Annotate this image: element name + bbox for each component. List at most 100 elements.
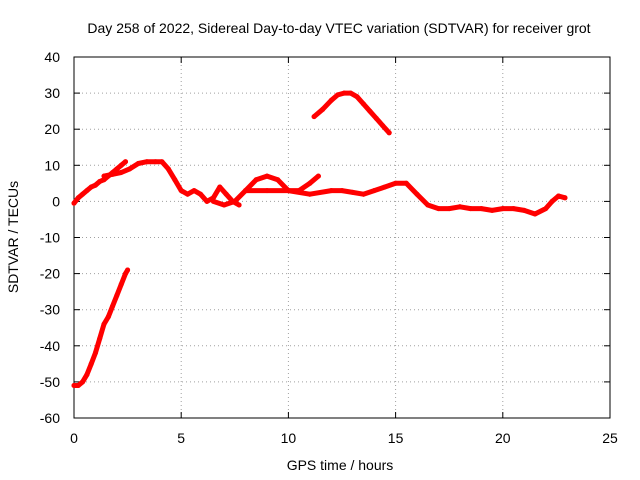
data-point: [123, 159, 128, 165]
data-point: [118, 281, 124, 287]
data-point: [264, 173, 270, 179]
data-point: [71, 383, 77, 388]
data-point: [521, 207, 527, 213]
series-line-arc-afternoon: [243, 180, 568, 217]
data-point: [393, 180, 399, 186]
data-point: [414, 191, 420, 197]
data-point: [210, 195, 216, 201]
x-tick-label: 10: [281, 430, 297, 446]
data-point: [135, 161, 141, 166]
data-point: [236, 202, 242, 208]
data-point: [350, 189, 356, 195]
data-point: [243, 188, 248, 194]
y-axis-label: SDTVAR / TECUs: [5, 181, 21, 293]
series-line-arc-steep-rise: [71, 267, 131, 388]
data-point: [84, 372, 90, 378]
chart-title: Day 258 of 2022, Sidereal Day-to-day VTE…: [87, 20, 590, 36]
data-point: [328, 97, 334, 103]
data-point: [403, 180, 409, 186]
data-point: [328, 188, 334, 194]
data-point: [80, 191, 86, 197]
data-point: [80, 379, 86, 385]
data-point: [204, 198, 210, 204]
data-point: [75, 195, 81, 201]
data-point: [153, 159, 158, 165]
data-point: [436, 206, 441, 212]
data-point: [232, 198, 238, 204]
data-point: [562, 195, 568, 201]
data-point: [198, 191, 203, 197]
data-point: [144, 159, 150, 165]
data-point: [386, 130, 392, 136]
data-point: [101, 321, 107, 327]
x-tick-label: 25: [602, 430, 618, 446]
data-point: [320, 106, 326, 112]
data-point: [118, 162, 124, 168]
data-point: [71, 200, 77, 206]
data-point: [223, 191, 229, 197]
data-point: [360, 101, 366, 107]
data-point: [264, 188, 270, 194]
data-point: [500, 206, 506, 212]
data-point: [367, 108, 373, 114]
data-point: [360, 191, 366, 197]
data-point: [88, 184, 94, 190]
data-point: [253, 177, 259, 183]
data-point: [88, 361, 94, 367]
data-point: [217, 184, 223, 190]
y-tick-label: 0: [52, 193, 60, 209]
data-point: [127, 166, 133, 172]
data-point: [118, 170, 124, 175]
data-point: [275, 177, 281, 183]
y-tick-label: -50: [40, 374, 60, 390]
tick-labels: 0 5 10 15 20 25 -60 -50 -40 -30 -20 -10 0 10 20 30 40: [40, 49, 618, 446]
data-point: [543, 206, 549, 212]
data-point: [425, 202, 431, 208]
data-point: [75, 383, 81, 388]
data-point: [105, 314, 111, 320]
x-axis-label: GPS time / hours: [287, 457, 394, 473]
data-point: [110, 303, 116, 309]
data-point: [92, 350, 98, 356]
data-point: [335, 92, 341, 98]
data-point: [371, 188, 377, 194]
y-tick-label: -10: [40, 230, 60, 246]
data-point: [307, 180, 313, 186]
data-point: [339, 188, 345, 194]
data-point: [101, 173, 107, 179]
data-point: [178, 188, 184, 194]
data-point: [382, 184, 388, 190]
y-tick-label: 20: [44, 121, 60, 137]
data-point: [341, 90, 347, 96]
y-tick-label: 10: [44, 157, 60, 173]
y-tick-label: -60: [40, 410, 60, 426]
data-point: [221, 202, 227, 208]
data-point: [191, 188, 197, 194]
data-point: [125, 267, 131, 273]
data-point: [165, 166, 171, 172]
y-tick-label: 30: [44, 85, 60, 101]
data-point: [114, 166, 120, 172]
data-point: [511, 206, 516, 212]
grid-lines: [74, 57, 610, 418]
data-point: [97, 179, 103, 184]
data-point: [556, 193, 561, 199]
data-point: [97, 336, 103, 342]
data-point: [373, 115, 379, 121]
data-point: [457, 204, 463, 210]
x-tick-label: 0: [70, 430, 78, 446]
data-point: [110, 171, 116, 177]
data-point: [489, 207, 495, 213]
data-point: [307, 191, 313, 197]
data-point: [185, 191, 191, 197]
data-point: [532, 211, 538, 217]
data-point: [101, 177, 107, 183]
data-point: [84, 188, 90, 194]
data-point: [549, 198, 555, 204]
x-tick-label: 15: [388, 430, 404, 446]
data-point: [285, 188, 291, 194]
data-series: [71, 90, 568, 388]
data-point: [92, 182, 98, 188]
data-point: [468, 206, 474, 212]
